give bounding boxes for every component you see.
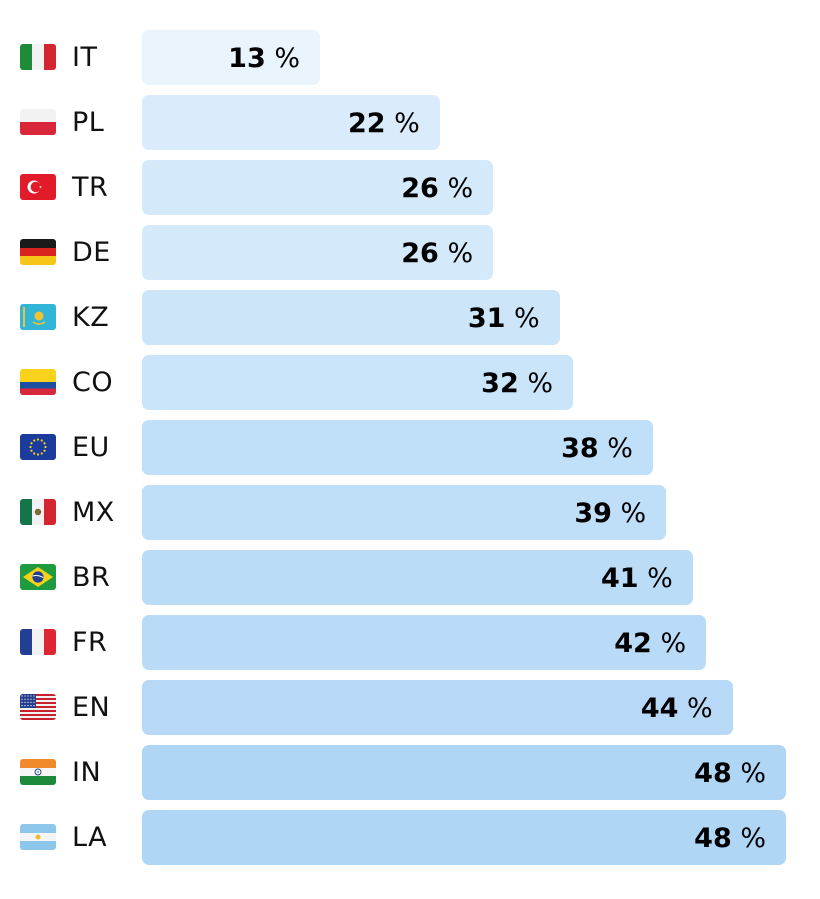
data-label: 41 %	[142, 550, 673, 605]
chart-row: KZ 31 %	[0, 290, 820, 345]
data-label-unit: %	[394, 108, 420, 139]
category-label: FR	[72, 627, 108, 658]
data-label-unit: %	[514, 303, 540, 334]
bar	[142, 30, 320, 85]
category-label: KZ	[72, 302, 110, 333]
data-label: 26 %	[142, 225, 473, 280]
data-label: 48 %	[142, 745, 766, 800]
data-label-value: 48	[694, 758, 732, 789]
flag-usa-icon	[20, 694, 56, 720]
bar	[142, 290, 560, 345]
bar	[142, 160, 494, 215]
data-label-value: 26	[401, 238, 439, 269]
data-label: 42 %	[142, 615, 686, 670]
data-label: 26 %	[142, 160, 473, 215]
chart-row: EU 38 %	[0, 420, 820, 475]
bar	[142, 420, 653, 475]
data-label-unit: %	[620, 498, 647, 529]
data-label-value: 39	[574, 498, 612, 529]
data-label-value: 32	[481, 368, 519, 399]
flag-eu-icon	[20, 434, 56, 460]
flag-kazakhstan-icon	[20, 304, 56, 330]
flag-poland-icon	[20, 109, 56, 135]
data-label-value: 22	[347, 108, 386, 139]
data-label: 32 %	[142, 355, 553, 410]
chart-row: PL 22 %	[0, 95, 820, 150]
bar	[142, 225, 494, 280]
data-label-value: 44	[640, 693, 679, 724]
flag-colombia-icon	[20, 369, 56, 395]
category-label: IN	[72, 757, 102, 788]
chart-row: DE 26 %	[0, 225, 820, 280]
data-label-unit: %	[447, 238, 474, 269]
data-label: 38 %	[142, 420, 633, 475]
chart-row: BR 41 %	[0, 550, 820, 605]
data-label: 13 %	[142, 30, 300, 85]
flag-argentina-icon	[20, 824, 56, 850]
data-label-value: 42	[614, 628, 652, 659]
chart-row: IN 48 %	[0, 745, 820, 800]
bar	[142, 355, 573, 410]
data-label-unit: %	[660, 628, 687, 659]
bar	[142, 680, 733, 735]
bar	[142, 615, 707, 670]
data-label-unit: %	[447, 173, 474, 204]
data-label: 22 %	[142, 95, 420, 150]
data-label-unit: %	[274, 43, 300, 74]
bar	[142, 745, 786, 800]
category-label: PL	[72, 107, 105, 138]
chart-row: LA 48 %	[0, 810, 820, 865]
data-label-unit: %	[647, 563, 673, 594]
category-label: DE	[72, 237, 111, 268]
flag-india-icon	[20, 759, 56, 785]
data-label-value: 48	[694, 823, 732, 854]
flag-turkey-icon	[20, 174, 56, 200]
data-label: 44 %	[142, 680, 713, 735]
data-label-unit: %	[740, 758, 766, 789]
data-label-value: 38	[561, 433, 599, 464]
bar	[142, 485, 667, 540]
data-label-unit: %	[687, 693, 713, 724]
data-label-value: 26	[401, 173, 439, 204]
data-label-unit: %	[740, 823, 766, 854]
category-label: CO	[72, 367, 114, 398]
data-label: 48 %	[142, 810, 766, 865]
category-label: IT	[72, 42, 98, 73]
flag-brazil-icon	[20, 564, 56, 590]
category-label: BR	[72, 562, 111, 593]
chart-row: CO 32 %	[0, 355, 820, 410]
data-label-value: 41	[600, 563, 639, 594]
data-label-unit: %	[527, 368, 553, 399]
chart-row: TR 26 %	[0, 160, 820, 215]
category-label: TR	[72, 172, 109, 203]
data-label-value: 31	[467, 303, 506, 334]
flag-france-icon	[20, 629, 56, 655]
data-label-value: 13	[228, 43, 266, 74]
flag-germany-icon	[20, 239, 56, 265]
bar	[142, 810, 786, 865]
bar	[142, 550, 693, 605]
category-label: MX	[72, 497, 115, 528]
chart-row: IT 13 %	[0, 30, 820, 85]
bar	[142, 95, 440, 150]
category-label: EN	[72, 692, 111, 723]
chart-row: MX 39 %	[0, 485, 820, 540]
flag-mexico-icon	[20, 499, 56, 525]
category-label: EU	[72, 432, 110, 463]
category-label: LA	[72, 822, 108, 853]
data-label-unit: %	[607, 433, 633, 464]
data-label: 31 %	[142, 290, 540, 345]
flag-italy-icon	[20, 44, 56, 70]
chart-row: FR 42 %	[0, 615, 820, 670]
data-label: 39 %	[142, 485, 646, 540]
chart-row: EN 44 %	[0, 680, 820, 735]
